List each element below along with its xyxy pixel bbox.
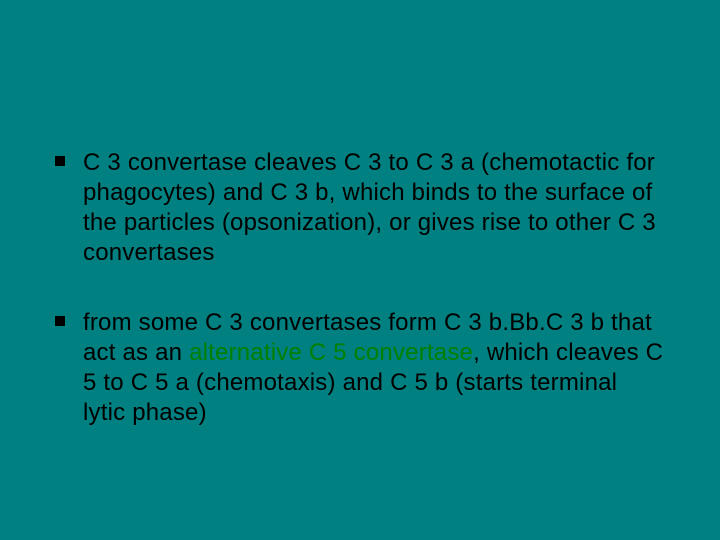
bullet-text: from some C 3 convertases form C 3 b.Bb.… [83, 308, 665, 428]
text-segment: C 3 convertase cleaves C 3 to C 3 a (che… [83, 149, 656, 266]
slide: C 3 convertase cleaves C 3 to C 3 a (che… [0, 0, 720, 540]
bullet-item: from some C 3 convertases form C 3 b.Bb.… [55, 308, 665, 428]
bullet-text: C 3 convertase cleaves C 3 to C 3 a (che… [83, 148, 665, 268]
highlight-text: alternative C 5 convertase [189, 339, 473, 366]
bullet-marker-icon [55, 156, 65, 166]
bullet-item: C 3 convertase cleaves C 3 to C 3 a (che… [55, 148, 665, 268]
bullet-marker-icon [55, 316, 65, 326]
